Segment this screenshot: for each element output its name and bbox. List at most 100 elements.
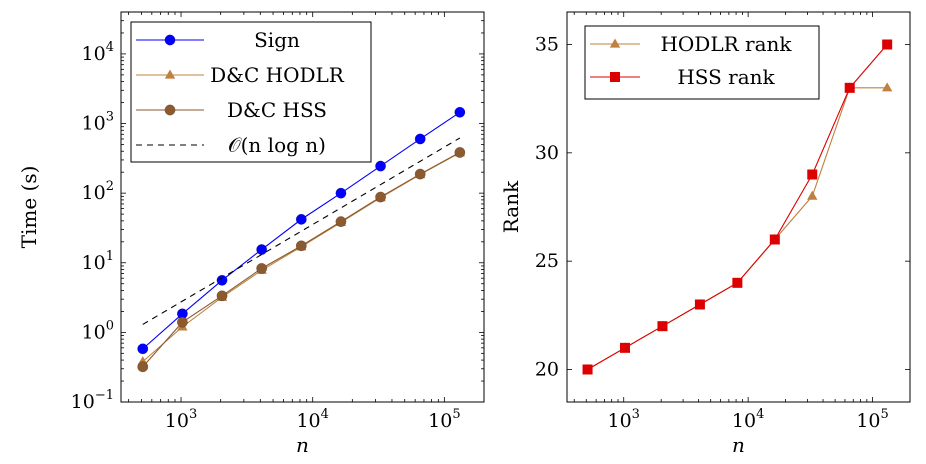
y-tick-label-exponent: 4 <box>106 40 114 55</box>
y-axis-label: Time (s) <box>17 166 41 249</box>
y-tick-label-mantissa: 10 <box>71 391 95 413</box>
series-3 <box>142 137 461 325</box>
y-axis-label: Rank <box>499 180 523 233</box>
data-point <box>414 168 426 180</box>
legend-frame <box>130 21 372 163</box>
x-axis-label: n <box>732 433 745 457</box>
y-tick-label: 25 <box>535 250 559 272</box>
data-point <box>582 364 593 375</box>
y-tick-label-mantissa: 10 <box>82 113 106 135</box>
data-point <box>769 234 780 245</box>
y-tick-label-exponent: 3 <box>106 110 114 125</box>
data-point <box>807 169 818 180</box>
legend-swatch-marker <box>610 72 620 82</box>
data-point <box>807 190 818 200</box>
y-tick-label: 10−1 <box>71 388 114 413</box>
data-point <box>216 274 228 286</box>
y-tick-label-mantissa: 10 <box>82 182 106 204</box>
series-line <box>587 87 888 370</box>
y-tick-label: 30 <box>535 142 559 164</box>
data-point <box>881 82 893 92</box>
y-tick-label: 101 <box>82 249 114 274</box>
data-point <box>295 213 307 225</box>
data-point <box>694 299 705 310</box>
y-tick-label-mantissa: 10 <box>82 43 106 65</box>
x-tick-label-exponent: 3 <box>189 407 197 422</box>
y-tick-label-mantissa: 10 <box>82 321 106 343</box>
x-tick-label-exponent: 3 <box>632 407 640 422</box>
y-tick-label-mantissa: 10 <box>82 252 106 274</box>
legend: Sign D&C HODLR D&C HSS 𝒪(n log n) <box>130 21 372 163</box>
data-point <box>844 82 855 93</box>
data-point <box>882 39 893 50</box>
series-0 <box>137 106 466 355</box>
series-1 <box>582 39 893 375</box>
x-tick-label-mantissa: 10 <box>856 410 880 432</box>
x-tick-label-exponent: 4 <box>321 407 329 422</box>
y-tick-label-exponent: 2 <box>106 179 114 194</box>
data-point <box>256 262 268 274</box>
x-tick-label-mantissa: 10 <box>428 410 452 432</box>
y-tick-label: 20 <box>535 359 559 381</box>
data-point <box>454 146 466 158</box>
legend-swatch-marker <box>164 69 176 79</box>
series-1 <box>137 147 466 366</box>
y-tick-label: 100 <box>82 318 114 343</box>
series-2 <box>137 146 466 373</box>
legend-label: HSS rank <box>677 65 775 89</box>
series-line <box>142 137 461 325</box>
data-point <box>295 240 307 252</box>
data-point <box>216 290 228 302</box>
y-tick-label-exponent: 1 <box>106 249 114 264</box>
y-tick-label: 35 <box>535 34 559 56</box>
legend-label: 𝒪(n log n) <box>228 133 326 157</box>
data-point <box>414 133 426 145</box>
legend-label: HODLR rank <box>660 32 792 56</box>
series-line <box>142 151 461 368</box>
x-tick-label: 104 <box>732 407 764 432</box>
plot-area <box>137 106 466 373</box>
x-tick-label-exponent: 4 <box>756 407 764 422</box>
plot-frame <box>566 11 911 403</box>
data-point <box>335 216 347 228</box>
data-point <box>137 343 149 355</box>
data-point <box>375 160 387 172</box>
series-0 <box>582 82 893 374</box>
legend-swatch-marker <box>164 104 176 116</box>
x-tick-label-mantissa: 10 <box>165 410 189 432</box>
y-tick-label-exponent: 0 <box>106 318 114 333</box>
data-point <box>620 342 631 353</box>
data-point <box>732 277 743 288</box>
plot-frame <box>120 11 485 403</box>
data-point <box>335 187 347 199</box>
x-tick-label-mantissa: 10 <box>607 410 631 432</box>
data-point <box>176 316 188 328</box>
data-point <box>137 361 149 373</box>
legend-label: D&C HODLR <box>210 63 345 87</box>
legend-swatch-marker <box>164 34 176 46</box>
x-tick-label-mantissa: 10 <box>296 410 320 432</box>
legend-label: D&C HSS <box>227 98 327 122</box>
legend-label: Sign <box>254 28 300 52</box>
y-tick-label: 104 <box>82 40 114 65</box>
x-tick-label-exponent: 5 <box>881 407 889 422</box>
x-tick-label: 105 <box>428 407 460 432</box>
legend-swatch-marker <box>609 38 621 48</box>
y-tick-label-exponent: −1 <box>95 388 114 403</box>
x-tick-label-exponent: 5 <box>452 407 460 422</box>
y-tick-label: 102 <box>82 179 114 204</box>
data-point <box>657 321 668 332</box>
y-tick-label: 103 <box>82 110 114 135</box>
data-point <box>454 106 466 118</box>
series-line <box>142 152 461 363</box>
data-point <box>256 244 268 255</box>
x-axis-label: n <box>296 433 309 457</box>
x-tick-label: 104 <box>296 407 328 432</box>
x-tick-label: 105 <box>856 407 888 432</box>
x-tick-label-mantissa: 10 <box>732 410 756 432</box>
legend: HODLR rank HSS rank <box>584 25 820 100</box>
